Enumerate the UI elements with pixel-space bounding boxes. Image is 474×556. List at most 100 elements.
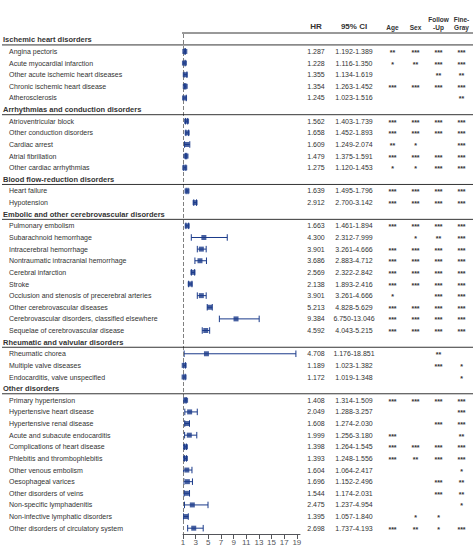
svg-text:***: *** (411, 200, 419, 207)
svg-text:***: *** (457, 61, 465, 68)
svg-text:1.609: 1.609 (307, 141, 325, 148)
svg-text:2.049: 2.049 (307, 408, 325, 415)
svg-text:*: * (460, 502, 463, 509)
svg-text:***: *** (434, 270, 442, 277)
svg-text:*: * (414, 165, 417, 172)
svg-text:Intracerebral hemorrhage: Intracerebral hemorrhage (9, 246, 88, 254)
svg-text:1.495-1.796: 1.495-1.796 (335, 187, 372, 194)
svg-text:3.901: 3.901 (307, 292, 325, 299)
svg-text:Primary hypertension: Primary hypertension (9, 397, 75, 405)
svg-text:***: *** (411, 49, 419, 56)
svg-text:***: *** (457, 84, 465, 91)
svg-text:6.750-13.046: 6.750-13.046 (333, 315, 374, 322)
svg-text:2.312-7.999: 2.312-7.999 (335, 234, 372, 241)
svg-text:95% CI: 95% CI (341, 22, 367, 31)
svg-text:***: *** (434, 316, 442, 323)
svg-text:Hypertensive renal disease: Hypertensive renal disease (9, 420, 94, 428)
svg-text:2.322-2.842: 2.322-2.842 (335, 269, 372, 276)
svg-text:4.708: 4.708 (307, 350, 325, 357)
svg-text:***: *** (457, 409, 465, 416)
svg-text:**: ** (390, 49, 396, 56)
svg-text:1.355: 1.355 (307, 71, 325, 78)
svg-text:1.737-4.193: 1.737-4.193 (335, 525, 372, 532)
svg-text:1.064-2.417: 1.064-2.417 (335, 467, 372, 474)
svg-text:1.403-1.739: 1.403-1.739 (335, 118, 372, 125)
svg-text:Hypertensive heart disease: Hypertensive heart disease (9, 408, 94, 416)
svg-text:Cardiac arrest: Cardiac arrest (9, 141, 53, 148)
svg-text:***: *** (411, 444, 419, 451)
svg-text:**: ** (459, 433, 465, 440)
svg-text:***: *** (457, 200, 465, 207)
svg-text:1.696: 1.696 (307, 478, 325, 485)
svg-text:Follow: Follow (428, 16, 450, 23)
svg-text:***: *** (457, 130, 465, 137)
svg-text:Fine-: Fine- (454, 16, 470, 23)
svg-text:***: *** (457, 142, 465, 149)
svg-text:1.452-1.893: 1.452-1.893 (335, 129, 372, 136)
svg-text:11: 11 (242, 538, 251, 547)
svg-text:1: 1 (181, 538, 186, 547)
svg-text:***: *** (457, 49, 465, 56)
svg-text:Atherosclerosis: Atherosclerosis (9, 94, 57, 101)
svg-text:1.393: 1.393 (307, 455, 325, 462)
svg-text:***: *** (388, 305, 396, 312)
svg-text:Atrioventricular block: Atrioventricular block (9, 118, 74, 125)
svg-text:Non-infective lymphatic disord: Non-infective lymphatic disorders (9, 513, 113, 521)
svg-text:2.912: 2.912 (307, 199, 325, 206)
svg-text:Arrhythmias and conduction dis: Arrhythmias and conduction disorders (3, 105, 141, 114)
svg-text:***: *** (434, 421, 442, 428)
svg-text:***: *** (388, 258, 396, 265)
svg-text:4.828-5.629: 4.828-5.629 (335, 304, 372, 311)
svg-text:***: *** (388, 433, 396, 440)
svg-text:1.264-1.545: 1.264-1.545 (335, 443, 372, 450)
svg-text:1.023-1.382: 1.023-1.382 (335, 362, 372, 369)
svg-text:**: ** (413, 61, 419, 68)
svg-text:***: *** (411, 130, 419, 137)
svg-text:1.176-18.851: 1.176-18.851 (333, 350, 374, 357)
svg-text:***: *** (434, 491, 442, 498)
svg-text:***: *** (457, 223, 465, 230)
svg-text:1.120-1.453: 1.120-1.453 (335, 164, 372, 171)
svg-text:***: *** (457, 328, 465, 335)
svg-text:5.213: 5.213 (307, 304, 325, 311)
svg-text:5: 5 (206, 538, 211, 547)
svg-text:***: *** (411, 305, 419, 312)
svg-text:Phlebitis and thrombophlebitis: Phlebitis and thrombophlebitis (9, 455, 103, 463)
svg-text:***: *** (388, 526, 396, 533)
svg-text:***: *** (457, 293, 465, 300)
svg-text:***: *** (388, 200, 396, 207)
svg-text:19: 19 (292, 538, 301, 547)
svg-text:1.314-1.509: 1.314-1.509 (335, 397, 372, 404)
svg-text:Other disorders: Other disorders (3, 384, 59, 393)
svg-text:***: *** (457, 258, 465, 265)
svg-text:***: *** (411, 282, 419, 289)
svg-text:1.544: 1.544 (307, 490, 325, 497)
svg-text:***: *** (388, 247, 396, 254)
svg-text:***: *** (457, 282, 465, 289)
svg-text:1.263-1.452: 1.263-1.452 (335, 83, 372, 90)
svg-text:***: *** (457, 165, 465, 172)
svg-text:***: *** (457, 398, 465, 405)
svg-text:***: *** (434, 223, 442, 230)
svg-text:*: * (391, 293, 394, 300)
svg-text:1.461-1.894: 1.461-1.894 (335, 222, 372, 229)
svg-text:***: *** (411, 84, 419, 91)
svg-text:***: *** (411, 119, 419, 126)
svg-text:***: *** (434, 84, 442, 91)
svg-text:Acute and subacute endocarditi: Acute and subacute endocarditis (9, 432, 111, 439)
svg-text:***: *** (434, 305, 442, 312)
svg-text:1.562: 1.562 (307, 118, 325, 125)
svg-text:***: *** (434, 293, 442, 300)
svg-text:1.249-2.074: 1.249-2.074 (335, 141, 372, 148)
svg-text:Chronic ischemic heart disease: Chronic ischemic heart disease (9, 83, 106, 90)
svg-text:1.663: 1.663 (307, 222, 325, 229)
svg-text:1.116-1.350: 1.116-1.350 (336, 60, 373, 67)
svg-text:1.228: 1.228 (307, 60, 325, 67)
svg-text:Occlusion and stenosis of prec: Occlusion and stenosis of precerebral ar… (9, 292, 152, 300)
svg-text:1.274-2.030: 1.274-2.030 (335, 420, 372, 427)
svg-text:2.569: 2.569 (307, 269, 325, 276)
svg-text:17: 17 (280, 538, 289, 547)
svg-text:***: *** (457, 526, 465, 533)
svg-text:*: * (414, 142, 417, 149)
svg-text:9.384: 9.384 (307, 315, 325, 322)
